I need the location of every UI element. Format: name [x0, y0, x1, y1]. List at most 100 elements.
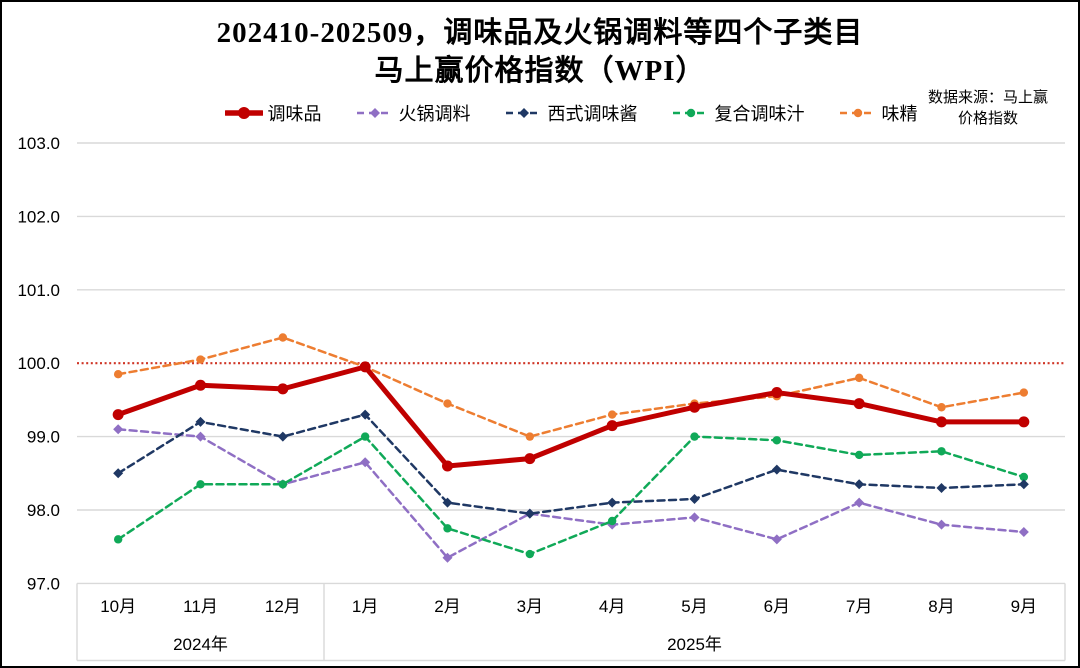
series-0: [112, 361, 1030, 472]
chart-title: 202410-202509，调味品及火锅调料等四个子类目 马上赢价格指数（WPI…: [2, 14, 1078, 90]
x-tick-label: 12月: [265, 597, 301, 616]
chart-title-line2: 马上赢价格指数（WPI）: [374, 55, 706, 87]
series-line-3: [116, 435, 1026, 556]
data-point-marker: [442, 497, 453, 508]
data-point-marker: [689, 512, 700, 523]
data-point-marker: [360, 432, 370, 441]
gridlines: [77, 142, 1065, 585]
x-tick-label: 5月: [681, 597, 707, 616]
x-axis-table: [76, 583, 1066, 662]
legend-marker: [237, 107, 250, 119]
data-point-marker: [1019, 472, 1029, 482]
x-tick-label: 3月: [517, 597, 543, 616]
data-source-note: 数据来源：马上赢 价格指数: [908, 88, 1068, 130]
data-point-marker: [689, 493, 700, 504]
legend-item-western-sauce: 西式调味酱: [505, 100, 638, 126]
legend-label-western-sauce: 西式调味酱: [547, 104, 638, 124]
x-tick-label: 10月: [100, 597, 136, 616]
data-point-marker: [1018, 479, 1029, 490]
data-point-marker: [771, 464, 782, 475]
data-point-marker: [607, 497, 618, 508]
y-tick-label: 99.0: [27, 428, 60, 447]
data-point-marker: [936, 519, 947, 530]
data-point-marker: [937, 403, 946, 412]
data-point-marker: [853, 108, 862, 118]
data-source-line2: 价格指数: [957, 111, 1018, 127]
data-point-marker: [113, 424, 124, 435]
data-point-marker: [525, 549, 535, 559]
data-point-marker: [686, 108, 695, 118]
chart-legend: 调味品 火锅调料 西式调味酱 复合调味汁 味精: [77, 98, 1065, 128]
x-tick-label: 11月: [183, 597, 218, 616]
y-tick-label: 101.0: [17, 281, 60, 300]
chart-title-line1: 202410-202509，调味品及火锅调料等四个子类目: [216, 17, 864, 49]
x-tick-label: 4月: [599, 597, 625, 616]
legend-item-compound-sauce: 复合调味汁: [672, 100, 805, 126]
series-2: [113, 409, 1029, 519]
data-point-marker: [195, 416, 206, 427]
y-tick-label: 98.0: [27, 501, 60, 520]
data-point-marker: [606, 420, 618, 432]
y-tick-label: 100.0: [17, 354, 60, 373]
legend-swatch-msg: [839, 108, 876, 118]
data-point-marker: [359, 361, 371, 373]
year-label: 2025年: [667, 635, 722, 654]
data-point-marker: [518, 108, 529, 118]
data-point-marker: [277, 431, 288, 442]
data-point-marker: [772, 436, 782, 445]
data-point-marker: [771, 387, 783, 399]
data-point-marker: [524, 508, 535, 519]
data-point-marker: [360, 457, 371, 468]
x-tick-label: 2月: [434, 597, 460, 616]
data-point-marker: [525, 432, 535, 441]
legend-swatch-seasoning: [224, 107, 263, 119]
data-point-marker: [195, 431, 206, 442]
data-point-marker: [607, 516, 617, 526]
x-tick-label: 7月: [846, 597, 872, 616]
data-point-marker: [196, 355, 205, 364]
series-line-4: [116, 336, 1026, 438]
legend-item-msg: 味精: [839, 100, 918, 126]
data-point-marker: [113, 468, 124, 479]
data-point-marker: [854, 479, 865, 490]
data-point-marker: [1018, 527, 1029, 538]
y-tick-label: 102.0: [17, 207, 60, 226]
data-point-marker: [771, 534, 782, 545]
x-tick-label: 6月: [764, 597, 790, 616]
data-point-marker: [854, 450, 864, 460]
data-point-marker: [854, 373, 864, 383]
data-point-marker: [442, 460, 453, 472]
x-tick-label: 9月: [1011, 597, 1037, 616]
legend-label-msg: 味精: [881, 104, 918, 124]
x-tick-label: 8月: [928, 597, 954, 616]
data-point-marker: [442, 552, 453, 563]
data-point-marker: [936, 482, 947, 493]
data-point-marker: [853, 398, 865, 410]
data-point-marker: [196, 480, 205, 489]
y-tick-label: 97.0: [27, 574, 60, 593]
data-point-marker: [278, 480, 288, 489]
series-1: [113, 424, 1029, 563]
data-point-marker: [1018, 416, 1030, 428]
data-point-marker: [936, 416, 947, 428]
data-point-marker: [369, 108, 380, 118]
legend-label-compound-sauce: 复合调味汁: [714, 104, 805, 124]
data-point-marker: [937, 447, 946, 456]
series-line-2: [116, 413, 1026, 515]
legend-swatch-compound-sauce: [672, 108, 709, 118]
data-point-marker: [113, 535, 123, 544]
data-point-marker: [113, 370, 123, 379]
data-point-marker: [443, 524, 452, 533]
data-point-marker: [443, 399, 452, 408]
series-line-1: [116, 428, 1026, 559]
data-point-marker: [195, 379, 206, 391]
data-point-marker: [277, 383, 289, 395]
legend-item-hotpot-seasoning: 火锅调料: [356, 100, 471, 126]
x-tick-label: 1月: [352, 597, 378, 616]
data-point-marker: [112, 409, 124, 421]
data-point-marker: [1019, 388, 1029, 397]
legend-swatch-hotpot-seasoning: [356, 108, 393, 118]
series-3: [113, 432, 1029, 559]
